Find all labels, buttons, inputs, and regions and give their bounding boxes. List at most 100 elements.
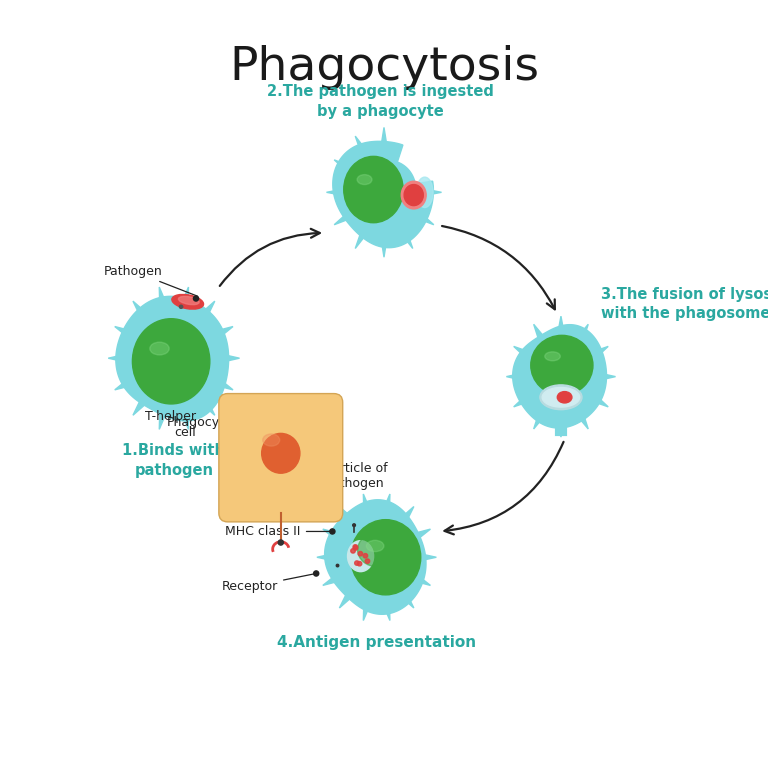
Ellipse shape <box>357 174 372 184</box>
Ellipse shape <box>336 564 339 567</box>
Ellipse shape <box>545 352 561 361</box>
Polygon shape <box>593 396 608 407</box>
Polygon shape <box>400 591 414 608</box>
Polygon shape <box>413 529 430 541</box>
Polygon shape <box>558 316 564 333</box>
Ellipse shape <box>363 554 368 558</box>
Polygon shape <box>133 301 147 319</box>
Text: T-helper
cell: T-helper cell <box>145 410 196 439</box>
Polygon shape <box>159 409 167 429</box>
Polygon shape <box>600 373 615 380</box>
Ellipse shape <box>416 177 433 207</box>
Polygon shape <box>578 412 588 429</box>
Ellipse shape <box>263 434 280 446</box>
Text: Particle of
pathogen: Particle of pathogen <box>300 462 388 501</box>
Ellipse shape <box>353 545 358 549</box>
Polygon shape <box>159 287 167 307</box>
Polygon shape <box>356 136 366 154</box>
Polygon shape <box>558 420 564 437</box>
Ellipse shape <box>348 541 373 571</box>
Polygon shape <box>323 574 339 585</box>
Ellipse shape <box>558 392 572 403</box>
Polygon shape <box>180 287 188 307</box>
Ellipse shape <box>344 157 403 223</box>
Polygon shape <box>514 346 529 358</box>
Polygon shape <box>425 189 442 196</box>
Polygon shape <box>400 507 414 523</box>
Polygon shape <box>339 591 353 608</box>
Ellipse shape <box>353 546 358 550</box>
Ellipse shape <box>351 548 356 553</box>
Polygon shape <box>356 231 366 249</box>
Ellipse shape <box>537 346 571 372</box>
Polygon shape <box>381 239 387 257</box>
Ellipse shape <box>140 333 183 372</box>
Ellipse shape <box>178 296 199 305</box>
Polygon shape <box>363 602 370 621</box>
Polygon shape <box>514 396 529 407</box>
Polygon shape <box>419 554 436 561</box>
Text: 1.Binds with
pathogen: 1.Binds with pathogen <box>122 443 225 478</box>
FancyBboxPatch shape <box>219 393 343 522</box>
Ellipse shape <box>358 533 396 567</box>
Ellipse shape <box>350 520 421 595</box>
Text: Receptor: Receptor <box>222 574 313 593</box>
Text: 3.The fusion of lysosomes
with the phagosome: 3.The fusion of lysosomes with the phago… <box>601 286 768 321</box>
Polygon shape <box>506 373 522 380</box>
Ellipse shape <box>349 168 382 198</box>
Polygon shape <box>220 354 240 362</box>
Ellipse shape <box>531 336 593 396</box>
Polygon shape <box>334 160 350 172</box>
Polygon shape <box>382 602 390 621</box>
Ellipse shape <box>180 305 183 309</box>
Polygon shape <box>323 529 339 541</box>
Polygon shape <box>214 326 233 339</box>
Polygon shape <box>593 346 608 358</box>
Text: Pathogen: Pathogen <box>104 265 197 296</box>
Polygon shape <box>334 213 350 225</box>
Polygon shape <box>402 231 412 249</box>
Ellipse shape <box>366 541 384 551</box>
Polygon shape <box>114 326 134 339</box>
Ellipse shape <box>366 559 369 564</box>
Ellipse shape <box>404 184 423 206</box>
Polygon shape <box>325 500 426 614</box>
Ellipse shape <box>357 561 362 566</box>
Ellipse shape <box>194 296 199 301</box>
Text: Phagocytosis: Phagocytosis <box>229 45 539 90</box>
Ellipse shape <box>329 529 335 534</box>
Ellipse shape <box>278 540 283 545</box>
Polygon shape <box>317 554 334 561</box>
Text: MHC class II: MHC class II <box>226 525 329 538</box>
Text: 4.Antigen presentation: 4.Antigen presentation <box>277 634 476 650</box>
Text: Phagocyte: Phagocyte <box>167 415 232 429</box>
Polygon shape <box>214 377 233 390</box>
Polygon shape <box>114 377 134 390</box>
Polygon shape <box>413 574 430 585</box>
Text: 2.The pathogen is ingested
by a phagocyte: 2.The pathogen is ingested by a phagocyt… <box>266 84 494 118</box>
Polygon shape <box>333 141 433 248</box>
Polygon shape <box>116 296 229 421</box>
Ellipse shape <box>401 181 426 209</box>
Ellipse shape <box>542 388 580 407</box>
Ellipse shape <box>540 385 582 409</box>
Ellipse shape <box>150 343 169 355</box>
Ellipse shape <box>358 551 362 556</box>
Ellipse shape <box>355 561 359 565</box>
Polygon shape <box>513 325 607 428</box>
Polygon shape <box>382 494 390 512</box>
Polygon shape <box>200 301 215 319</box>
Ellipse shape <box>132 319 210 404</box>
Polygon shape <box>339 507 353 523</box>
Ellipse shape <box>353 524 356 527</box>
Polygon shape <box>180 409 188 429</box>
Ellipse shape <box>172 294 204 310</box>
Polygon shape <box>534 412 545 429</box>
Polygon shape <box>200 397 215 415</box>
Polygon shape <box>418 213 434 225</box>
Polygon shape <box>381 127 387 145</box>
Polygon shape <box>534 324 545 340</box>
Polygon shape <box>133 397 147 415</box>
Polygon shape <box>108 354 127 362</box>
Ellipse shape <box>313 571 319 576</box>
